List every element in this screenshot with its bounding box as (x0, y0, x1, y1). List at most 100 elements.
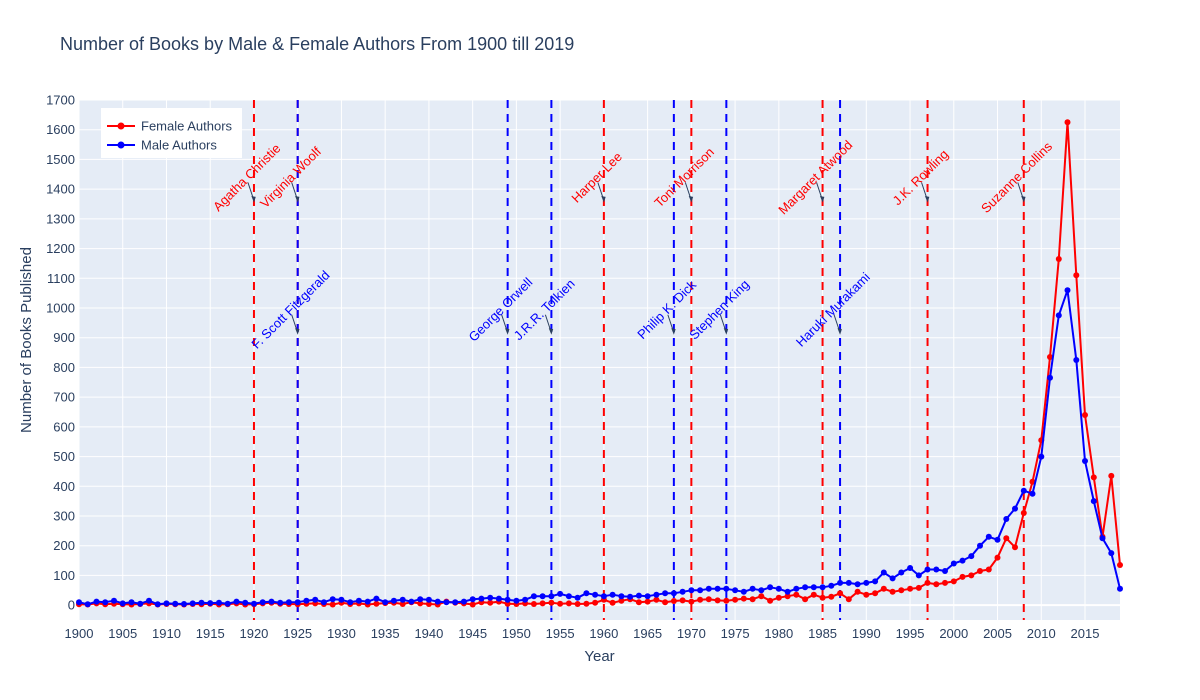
x-tick-label: 1920 (239, 626, 268, 641)
x-tick-label: 1990 (852, 626, 881, 641)
data-point (548, 593, 555, 600)
data-point (154, 601, 161, 608)
data-point (487, 599, 494, 606)
data-point (84, 601, 91, 608)
data-point (1020, 487, 1027, 494)
data-point (1073, 357, 1080, 363)
annotation-arrowhead (295, 196, 300, 203)
data-point (924, 566, 931, 573)
data-point (565, 593, 572, 600)
legend-item-male[interactable]: Male Authors (107, 138, 217, 153)
data-point (251, 600, 257, 607)
data-point (347, 599, 354, 606)
x-tick-label: 1900 (65, 626, 94, 641)
x-tick-label: 1985 (808, 626, 837, 641)
data-point (609, 591, 616, 598)
data-point (837, 590, 844, 597)
data-point (959, 557, 966, 564)
x-tick-label: 2005 (983, 626, 1012, 641)
data-point (618, 593, 625, 600)
data-point (1090, 474, 1097, 481)
x-tick-label: 1995 (896, 626, 925, 641)
data-point (907, 565, 914, 571)
data-point (828, 582, 835, 589)
data-point (1108, 550, 1115, 557)
legend[interactable]: Female Authors Male Authors (101, 108, 242, 158)
data-point (767, 584, 774, 591)
data-point (1064, 119, 1071, 126)
data-point (627, 593, 634, 600)
data-point (119, 600, 126, 607)
data-point (434, 598, 441, 605)
data-point (968, 553, 975, 560)
data-point (863, 591, 870, 598)
data-point (688, 587, 695, 594)
data-point (513, 597, 520, 604)
x-tick-label: 1940 (414, 626, 443, 641)
data-point (898, 587, 905, 594)
data-point (915, 572, 922, 579)
annotation-arrowhead (671, 328, 676, 335)
y-axis: 0 100 200 300 400 500 600 700 800 900 1000 1100 1200… (46, 93, 75, 613)
data-point (749, 596, 756, 603)
data-point (207, 600, 214, 607)
data-point (837, 579, 844, 586)
data-point (810, 584, 817, 591)
data-point (767, 597, 774, 604)
y-tick-label: 200 (53, 538, 75, 553)
x-tick-label: 1960 (589, 626, 618, 641)
x-tick-label: 1945 (458, 626, 487, 641)
data-point (495, 595, 502, 602)
data-point (548, 599, 555, 606)
y-tick-label: 700 (53, 390, 75, 405)
y-tick-label: 100 (53, 568, 75, 583)
legend-item-female[interactable]: Female Authors (107, 119, 233, 134)
x-axis: 1900 1905 1910 1915 1920 1925 1930 1935 1940 1945… (65, 626, 1100, 641)
data-point (714, 585, 721, 592)
data-point (111, 597, 117, 604)
x-tick-label: 2015 (1071, 626, 1100, 641)
x-tick-label: 1975 (721, 626, 750, 641)
x-tick-label: 2000 (939, 626, 968, 641)
data-point (662, 590, 669, 597)
y-tick-label: 900 (53, 330, 75, 345)
data-point (950, 560, 957, 567)
data-point (382, 599, 389, 606)
data-point (312, 596, 319, 603)
data-point (172, 600, 179, 607)
x-tick-label: 1970 (677, 626, 706, 641)
data-point (942, 579, 948, 586)
data-point (723, 597, 730, 604)
data-point (1117, 585, 1123, 592)
data-point (1047, 354, 1053, 360)
data-point (740, 595, 747, 602)
data-point (863, 579, 870, 586)
data-point (1012, 505, 1018, 512)
data-point (828, 593, 835, 600)
annotation-arrowhead (601, 196, 606, 203)
x-tick-label: 1980 (764, 626, 793, 641)
data-point (1082, 458, 1088, 464)
data-point (977, 542, 983, 549)
grid (78, 99, 1120, 620)
data-point (933, 566, 940, 573)
x-tick-label: 1905 (108, 626, 137, 641)
data-point (802, 596, 809, 603)
data-point (417, 596, 424, 603)
data-point (583, 600, 590, 607)
data-point (364, 598, 371, 605)
data-point (460, 598, 467, 605)
data-point (880, 585, 887, 592)
x-tick-label: 1950 (502, 626, 531, 641)
data-point (320, 599, 327, 606)
data-point (303, 597, 310, 604)
data-point (355, 597, 362, 604)
x-tick-label: 1930 (327, 626, 356, 641)
data-point (618, 597, 625, 604)
legend-swatch-marker (117, 122, 125, 130)
x-axis-title: Year (584, 648, 614, 665)
data-point (950, 578, 957, 585)
x-tick-label: 1910 (152, 626, 181, 641)
data-point (417, 600, 424, 607)
data-point (268, 598, 275, 605)
